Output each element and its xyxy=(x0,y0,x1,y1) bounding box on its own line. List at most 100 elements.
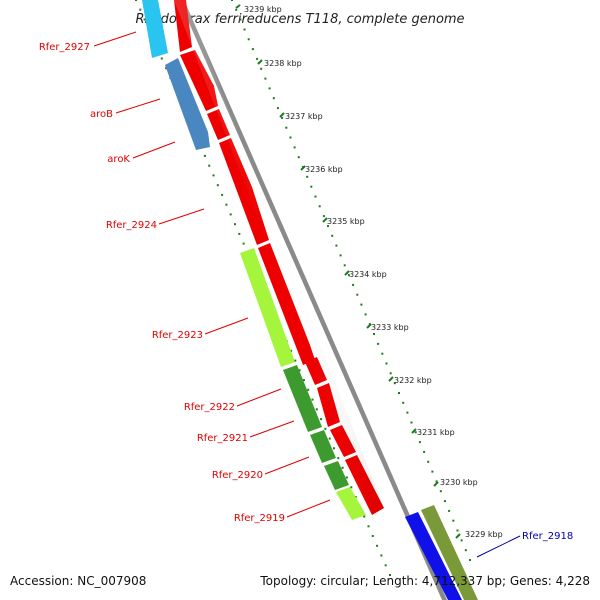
scale-tick-label: 3237 kbp xyxy=(285,112,323,121)
ruler-dot xyxy=(314,195,317,198)
gene-feature-forward[interactable] xyxy=(207,109,230,140)
ruler-dot xyxy=(377,342,380,345)
gene-label-rfer-2924[interactable]: Rfer_2924 xyxy=(106,220,157,231)
ruler-dot xyxy=(460,539,463,542)
ruler-dot xyxy=(310,185,313,188)
ruler-dot xyxy=(315,408,318,411)
ruler-dot xyxy=(327,225,329,227)
accession-text: Accession: NC_007908 xyxy=(10,574,147,588)
gene-feature-rfer-2927[interactable] xyxy=(142,0,168,58)
scale-tick-label: 3232 kbp xyxy=(394,376,432,385)
ruler-dot xyxy=(337,457,340,460)
ruler-dot xyxy=(320,418,323,421)
ruler-dot xyxy=(139,8,142,11)
ruler-dot xyxy=(235,8,238,11)
gene-label-arob[interactable]: aroB xyxy=(90,109,113,120)
gene-label-rfer-2921[interactable]: Rfer_2921 xyxy=(197,433,248,444)
ruler-dot xyxy=(243,28,246,31)
ruler-dot xyxy=(281,116,284,119)
ruler-dot xyxy=(423,450,426,453)
gene-feature-arob[interactable] xyxy=(165,58,210,150)
ruler-dot xyxy=(418,441,421,444)
ruler-dot xyxy=(242,242,245,245)
ruler-dot xyxy=(311,398,314,401)
ruler-dot xyxy=(363,515,366,518)
ruler-dot xyxy=(384,564,387,567)
ruler-dot xyxy=(143,18,146,21)
ruler-dot xyxy=(289,136,292,139)
ruler-dot xyxy=(293,146,296,149)
ruler-dot xyxy=(251,48,254,51)
gene-feature-forward[interactable] xyxy=(180,50,218,111)
ruler-dot xyxy=(256,57,259,60)
ruler-dot xyxy=(307,388,310,391)
ruler-dot xyxy=(350,486,353,489)
gene-feature-rfer-2918-blue[interactable] xyxy=(405,512,462,600)
gene-feature-rfer-2921[interactable] xyxy=(310,430,336,463)
ruler-dot xyxy=(331,234,334,237)
ruler-dot xyxy=(239,18,242,21)
scale-tick-label: 3231 kbp xyxy=(417,428,455,437)
ruler-dot xyxy=(264,77,267,80)
ruler-dot xyxy=(341,466,344,469)
ruler-dot xyxy=(225,203,228,206)
gene-labels: Rfer_2927 aroB aroK Rfer_2924 Rfer_2923 … xyxy=(39,42,573,542)
ruler-dot xyxy=(276,107,279,110)
ruler-dot xyxy=(203,154,206,157)
ruler-dot xyxy=(335,244,338,247)
gene-feature-rfer-2920[interactable] xyxy=(324,461,349,490)
ruler-dot xyxy=(356,293,359,296)
ruler-dot xyxy=(318,205,321,208)
ruler-dot xyxy=(231,0,233,1)
ruler-dot xyxy=(165,67,168,70)
ruler-dot xyxy=(208,164,211,167)
ruler-dot xyxy=(234,223,236,226)
ruler-dot xyxy=(212,174,215,177)
gene-label-rfer-2919[interactable]: Rfer_2919 xyxy=(234,513,285,524)
ruler-dot xyxy=(398,392,400,394)
ruler-dot xyxy=(452,519,455,522)
ruler-dot xyxy=(469,559,471,561)
ruler-dot xyxy=(298,369,301,372)
ruler-dot xyxy=(380,554,383,557)
gene-feature-rfer-2918-olive[interactable] xyxy=(421,505,478,600)
ruler-dot xyxy=(328,437,331,440)
ruler-dot xyxy=(373,333,375,335)
ruler-dot xyxy=(406,411,409,414)
genome-summary-text: Topology: circular; Length: 4,712,337 bp… xyxy=(260,574,590,588)
ruler-dot xyxy=(385,362,388,365)
reverse-strand-genes xyxy=(142,0,478,600)
gene-label-rfer-2920[interactable]: Rfer_2920 xyxy=(212,470,263,481)
ruler-dot xyxy=(381,352,384,355)
genome-title: Rhodoferax ferrireducens T118, complete … xyxy=(135,12,464,27)
gene-feature-forward[interactable] xyxy=(219,138,269,245)
gene-feature-rfer-2923[interactable] xyxy=(240,248,295,367)
ruler-dot xyxy=(439,490,442,493)
scale-tick-label: 3230 kbp xyxy=(440,478,478,487)
ruler-dot xyxy=(364,313,367,316)
ruler-dot xyxy=(371,535,374,537)
ruler-dot xyxy=(238,232,241,235)
gene-label-rfer-2922[interactable]: Rfer_2922 xyxy=(184,402,235,413)
gene-label-rfer-2923[interactable]: Rfer_2923 xyxy=(152,330,203,341)
ruler-dot xyxy=(302,379,305,382)
ruler-dot xyxy=(456,529,459,532)
ruler-dot xyxy=(402,401,405,404)
gene-feature-forward[interactable] xyxy=(258,243,315,365)
gene-label-arok[interactable]: aroK xyxy=(107,154,130,165)
ruler-dot xyxy=(352,283,355,286)
ruler-dot xyxy=(376,544,379,547)
gene-label-rfer-2927[interactable]: Rfer_2927 xyxy=(39,42,90,53)
ruler-dot xyxy=(389,574,391,576)
gene-label-rfer-2918[interactable]: Rfer_2918 xyxy=(522,531,573,542)
gene-feature-rfer-2922[interactable] xyxy=(283,365,322,432)
ruler-dot xyxy=(135,0,137,1)
ruler-dot xyxy=(322,215,325,218)
ruler-dot xyxy=(221,193,224,196)
forward-strand-genes xyxy=(174,0,384,515)
ruler-dot xyxy=(360,303,363,306)
ruler-dot xyxy=(343,264,346,267)
ruler-dot xyxy=(229,213,232,216)
gene-feature-rfer-2919[interactable] xyxy=(336,487,366,520)
forward-gene-gloss xyxy=(174,0,384,515)
